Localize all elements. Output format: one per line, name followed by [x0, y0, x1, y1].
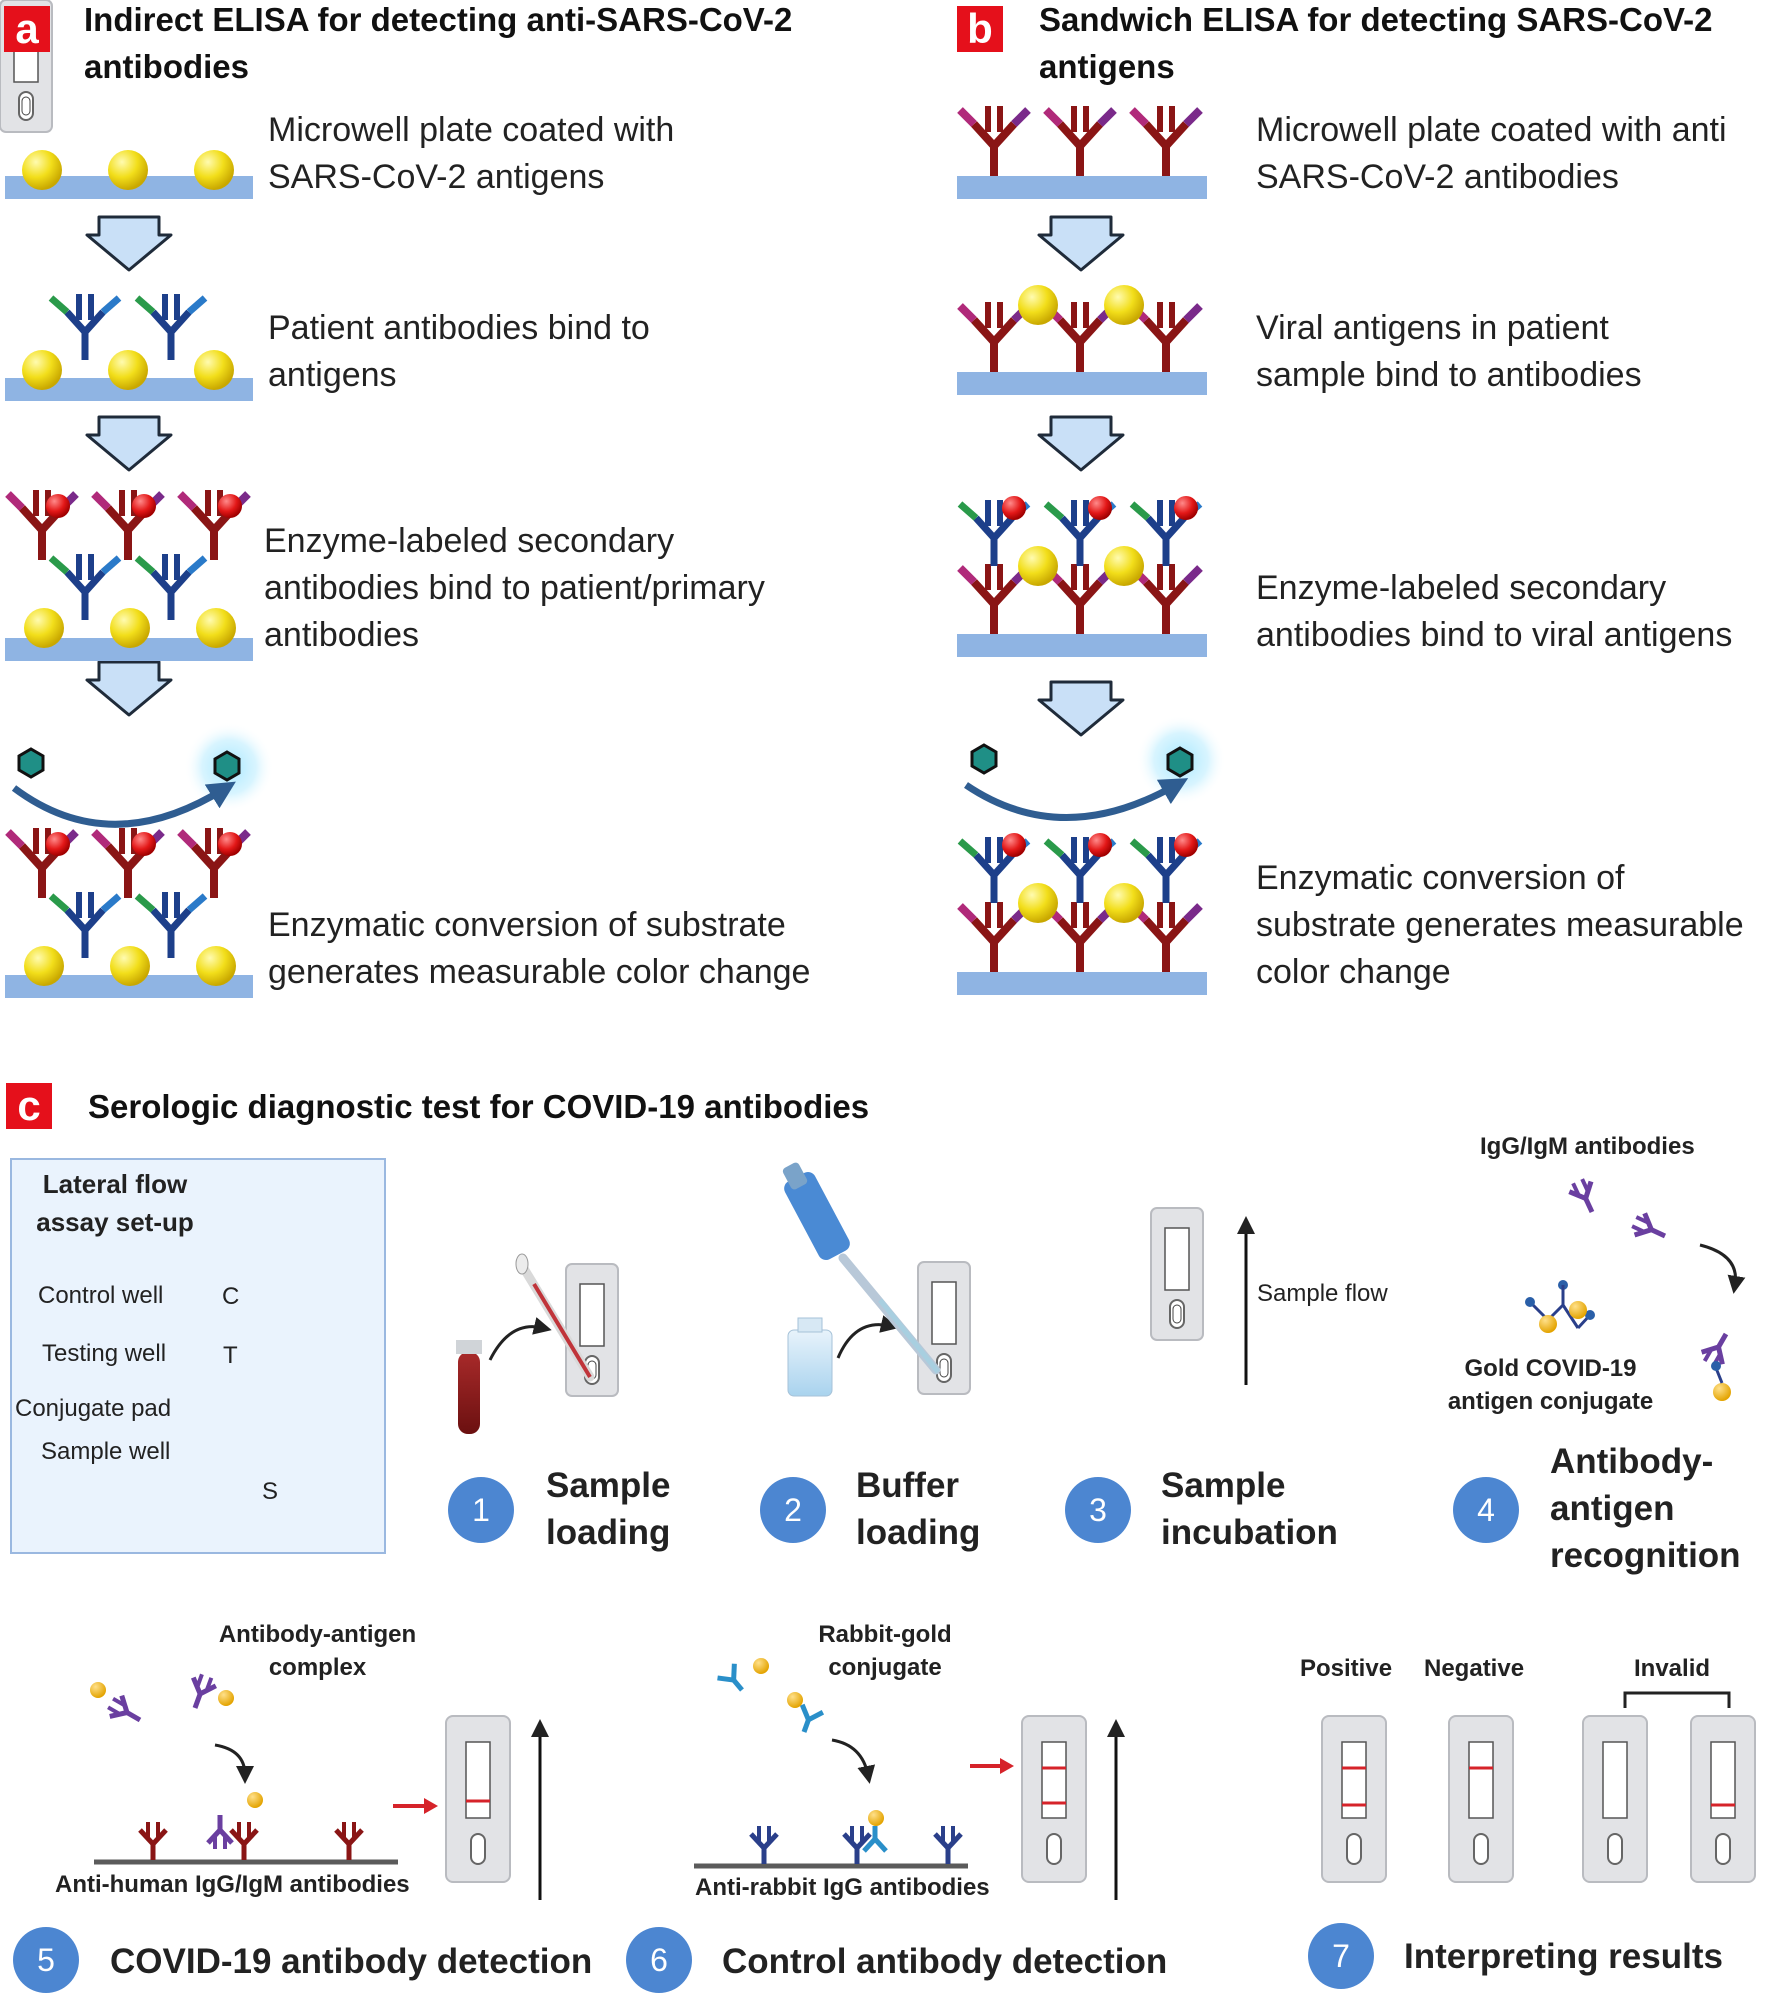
- panel-a-step2: Patient antibodies bind to antigens: [268, 309, 650, 394]
- step-1-label: Sample loading: [546, 1466, 671, 1552]
- panel-b-step2: Viral antigens in patient sample bind to …: [1256, 309, 1642, 394]
- panel-c-letter: c: [6, 1083, 52, 1129]
- step-1-badge: 1: [448, 1477, 514, 1543]
- label-control-well: Control well: [38, 1282, 164, 1309]
- step-3-badge: 3: [1065, 1477, 1131, 1543]
- label-conjugate-pad: Conjugate pad: [15, 1395, 172, 1422]
- panel-c-title: Serologic diagnostic test for COVID-19 a…: [88, 1088, 870, 1125]
- step-3-label: Sample incubation: [1161, 1466, 1338, 1552]
- step-7-label: Interpreting results: [1404, 1937, 1723, 1976]
- panel-b-title-line2: antigens: [1039, 48, 1175, 85]
- lfa-setup-box: [10, 1158, 386, 1554]
- panel-a-art: [0, 150, 274, 998]
- panel-a-step3: Enzyme-labeled secondary antibodies bind …: [264, 522, 765, 654]
- anti-human-label: Anti-human IgG/IgM antibodies: [55, 1871, 410, 1898]
- rabbit-gold-label: Rabbit-gold conjugate: [818, 1621, 952, 1681]
- label-testing-well: Testing well: [42, 1340, 167, 1367]
- panel-a-step1: Microwell plate coated with SARS-CoV-2 an…: [268, 111, 675, 196]
- result-invalid-label: Invalid: [1634, 1655, 1711, 1682]
- result-positive-label: Positive: [1300, 1655, 1393, 1682]
- panel-b-step3: Enzyme-labeled secondary antibodies bind …: [1256, 569, 1733, 654]
- complex-label: Antibody-antigen complex: [218, 1621, 417, 1681]
- panel-b-step1: Microwell plate coated with anti SARS-CoV…: [1256, 111, 1727, 196]
- panel-b-letter: b: [957, 6, 1003, 52]
- sample-flow-label: Sample flow: [1257, 1280, 1388, 1307]
- panel-a-step4: Enzymatic conversion of substrate generat…: [268, 906, 811, 991]
- panel-b-art: [957, 106, 1226, 995]
- lfa-setup-title: Lateral flow assay set-up: [36, 1169, 194, 1237]
- igg-igm-label: IgG/IgM antibodies: [1480, 1133, 1695, 1160]
- panel-a-title-line2: antibodies: [84, 48, 250, 85]
- step-2-label: Buffer loading: [856, 1466, 981, 1552]
- anti-rabbit-label: Anti-rabbit IgG antibodies: [695, 1874, 990, 1901]
- gold-conjugate-label: Gold COVID-19 antigen conjugate: [1447, 1355, 1654, 1415]
- cassette-t-letter: T: [223, 1342, 238, 1369]
- cassette-s-letter: S: [262, 1478, 279, 1505]
- step-5-label: COVID-19 antibody detection: [110, 1942, 593, 1981]
- step-4-label: Antibody-antigen recognition: [1550, 1442, 1741, 1575]
- step-2-badge: 2: [760, 1477, 826, 1543]
- label-sample-well: Sample well: [41, 1438, 171, 1465]
- step-4-badge: 4: [1453, 1477, 1519, 1543]
- gold-conjugate: [1525, 1280, 1595, 1333]
- panel-b-title-line1: Sandwich ELISA for detecting SARS-CoV-2: [1039, 1, 1713, 38]
- step-7-badge: 7: [1308, 1923, 1374, 1989]
- step-6-badge: 6: [626, 1927, 692, 1993]
- result-negative-label: Negative: [1424, 1655, 1525, 1682]
- cassette-c-letter: C: [222, 1283, 240, 1310]
- panel-a-title-line1: Indirect ELISA for detecting anti-SARS-C…: [84, 1, 793, 38]
- panel-a-letter: a: [4, 6, 50, 52]
- step-5-badge: 5: [13, 1927, 79, 1993]
- step-6-label: Control antibody detection: [722, 1942, 1168, 1981]
- panel-b-step4: Enzymatic conversion of substrate generat…: [1256, 859, 1744, 991]
